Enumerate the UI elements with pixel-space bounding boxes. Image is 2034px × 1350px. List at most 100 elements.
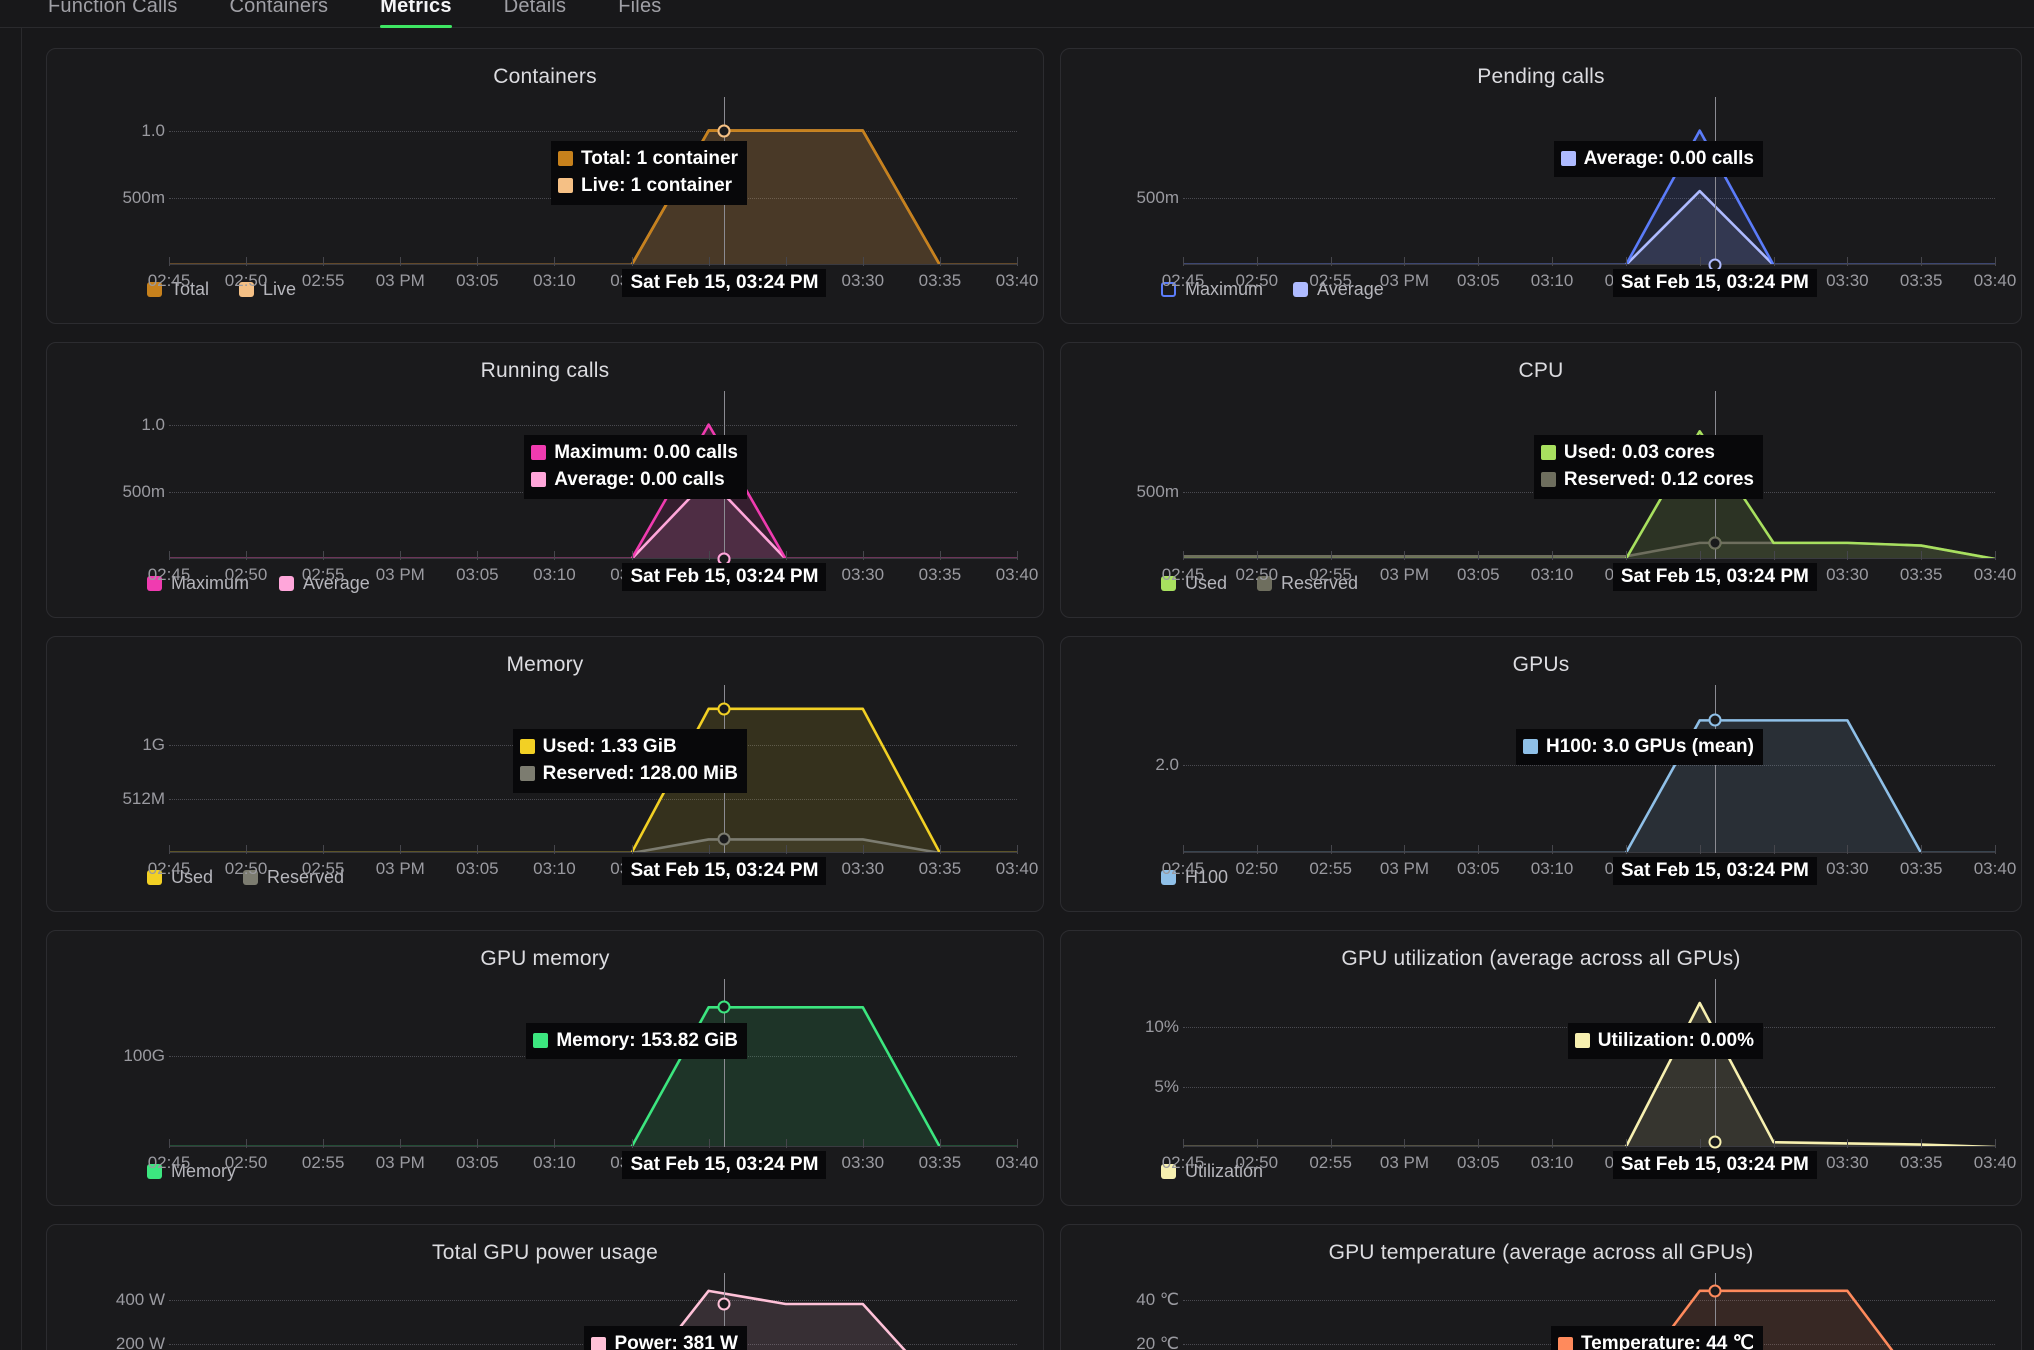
tooltip-text: Utilization: 0.00% — [1597, 1029, 1754, 1051]
x-axis-tick-label: 02:50 — [224, 1153, 268, 1172]
cursor-line — [1714, 97, 1716, 265]
x-axis-ticks — [1183, 257, 1996, 266]
x-axis-tick-label: 03:05 — [1456, 859, 1500, 878]
cursor-time-badge: Sat Feb 15, 03:24 PM — [1612, 857, 1817, 885]
tab-metrics[interactable]: Metrics — [354, 0, 477, 28]
x-axis-tick-label: 02:45 — [147, 859, 191, 878]
x-axis-tick-label: 03 PM — [375, 859, 425, 878]
x-axis-tick-label: 03:40 — [1973, 859, 2017, 878]
legend-item-reserved[interactable]: Reserved — [243, 867, 344, 888]
hover-tooltip: Used: 1.33 GiB Reserved: 128.00 MiB — [512, 728, 747, 793]
x-axis-tick-label: 03:10 — [533, 1153, 576, 1172]
tooltip-color-swatch — [519, 738, 535, 754]
x-axis-tick-label: 03:35 — [918, 859, 962, 878]
gridline — [1183, 1087, 1995, 1088]
tab-files[interactable]: Files — [618, 0, 662, 17]
plot-area[interactable]: 1.0 500m Maximum: 0.00 calls Average: 0.00 … — [73, 391, 1038, 591]
cursor-time-badge: Sat Feb 15, 03:24 PM — [1612, 1151, 1817, 1179]
legend-item-average[interactable]: Average — [1293, 279, 1384, 300]
tooltip-row: Used: 0.03 cores — [1540, 439, 1754, 467]
x-axis — [1183, 558, 1995, 559]
legend-item-average[interactable]: Average — [279, 573, 370, 594]
y-axis-tick-label: 500m — [122, 481, 165, 501]
panel-legend: Used Reserved — [47, 853, 1043, 888]
x-axis-tick-label: 02:50 — [1235, 1153, 1279, 1172]
panel-title: GPU memory — [480, 947, 610, 970]
series-layer — [169, 979, 1017, 1147]
tab-details[interactable]: Details — [503, 0, 567, 17]
tooltip-text: Memory: 153.82 GiB — [556, 1029, 738, 1051]
tooltip-color-swatch — [591, 1336, 607, 1350]
cursor-point — [717, 702, 731, 716]
hover-tooltip: Used: 0.03 cores Reserved: 0.12 cores — [1533, 434, 1763, 499]
panel-legend: H100 — [1061, 853, 2021, 888]
series-layer — [1183, 391, 1995, 559]
gridline — [1183, 1299, 1995, 1301]
y-axis-tick-label: 100G — [123, 1046, 165, 1066]
legend-color-swatch — [279, 576, 295, 591]
x-axis-tick-label: 03 PM — [1379, 565, 1430, 584]
tooltip-text: Temperature: 44 ℃ — [1580, 1333, 1754, 1350]
legend-item-h100[interactable]: H100 — [1161, 867, 1228, 888]
series-layer — [169, 97, 1017, 265]
tab-containers[interactable]: Containers — [229, 0, 329, 17]
plot-area[interactable]: 10% 5% Utilization: 0.00% 02:45 02:50 02:55 03… — [1087, 979, 2016, 1179]
x-axis-tick-label: 02:50 — [224, 271, 268, 290]
x-axis-tick-label: 03:10 — [1530, 565, 1574, 584]
legend-item-used[interactable]: Used — [147, 867, 213, 888]
x-axis-tick-label: 03:30 — [841, 565, 885, 584]
tooltip-text: Live: 1 container — [581, 175, 733, 197]
legend-item-reserved[interactable]: Reserved — [1257, 573, 1358, 594]
x-axis-ticks — [169, 1139, 1018, 1148]
legend-item-memory[interactable]: Memory — [147, 1161, 236, 1182]
y-axis-tick-label: 1.0 — [141, 120, 165, 140]
hover-tooltip: Power: 381 W — [584, 1326, 747, 1350]
tooltip-row: Reserved: 128.00 MiB — [519, 760, 738, 788]
tooltip-row: Live: 1 container — [558, 172, 738, 200]
tooltip-color-swatch — [533, 1032, 549, 1048]
plot-area[interactable]: 100G Memory: 153.82 GiB 02:45 02:50 02:55 03 … — [73, 979, 1038, 1179]
x-axis-tick-label: 03 PM — [375, 271, 425, 290]
legend-item-live[interactable]: Live — [239, 279, 296, 300]
x-axis-tick-label: 03:35 — [918, 1153, 962, 1172]
y-axis-tick-label: 500m — [1136, 481, 1179, 501]
legend-item-maximum[interactable]: Maximum — [1161, 279, 1263, 300]
hover-tooltip: Total: 1 container Live: 1 container — [551, 140, 747, 205]
cursor-line — [1714, 979, 1716, 1147]
x-axis-ticks — [169, 257, 1018, 266]
y-axis-tick-label: 1.0 — [141, 414, 165, 434]
x-axis-tick-label: 03:40 — [995, 271, 1039, 290]
x-axis-tick-label: 03:05 — [456, 565, 499, 584]
cursor-line — [724, 979, 726, 1147]
series-layer — [1183, 979, 1995, 1147]
tab-function-calls[interactable]: Function Calls — [48, 0, 178, 17]
legend-item-utilization[interactable]: Utilization — [1161, 1161, 1263, 1182]
hover-tooltip: Average: 0.00 calls — [1553, 140, 1763, 178]
tooltip-text: Maximum: 0.00 calls — [554, 441, 738, 463]
x-axis — [1183, 1146, 1995, 1147]
x-axis-tick-label: 03:30 — [1826, 1153, 1869, 1172]
legend-item-maximum[interactable]: Maximum — [147, 573, 249, 594]
gridline — [169, 130, 1017, 132]
cursor-time-badge: Sat Feb 15, 03:24 PM — [622, 1151, 827, 1179]
x-axis-tick-label: 03:30 — [841, 271, 885, 290]
legend-item-used[interactable]: Used — [1161, 573, 1227, 594]
x-axis-tick-label: 02:55 — [301, 271, 345, 290]
gridline — [169, 798, 1017, 800]
plot-area[interactable]: 500m Used: 0.03 cores Reserved: 0.12 cores… — [1087, 391, 2016, 591]
x-axis-tick-label: 02:45 — [1161, 565, 1205, 584]
panel-grid: Containers 1.0 500m Total: 1 container Live:… — [46, 48, 2022, 1350]
plot-area[interactable]: 1G 512M Used: 1.33 GiB Reserved: 128.00 MiB… — [73, 685, 1038, 885]
plot-area[interactable]: 500m Average: 0.00 calls 02:45 02:50 02:55 03… — [1087, 97, 2016, 297]
y-axis-tick-label: 10% — [1144, 1017, 1179, 1036]
plot-area[interactable]: 1.0 500m Total: 1 container Live: 1 contain… — [73, 97, 1038, 297]
cursor-line — [1714, 685, 1716, 853]
x-axis — [169, 1146, 1017, 1147]
legend-item-total[interactable]: Total — [147, 279, 209, 300]
plot-area[interactable]: 2.0 H100: 3.0 GPUs (mean) 02:45 02:50 02:55 0… — [1087, 685, 2016, 885]
